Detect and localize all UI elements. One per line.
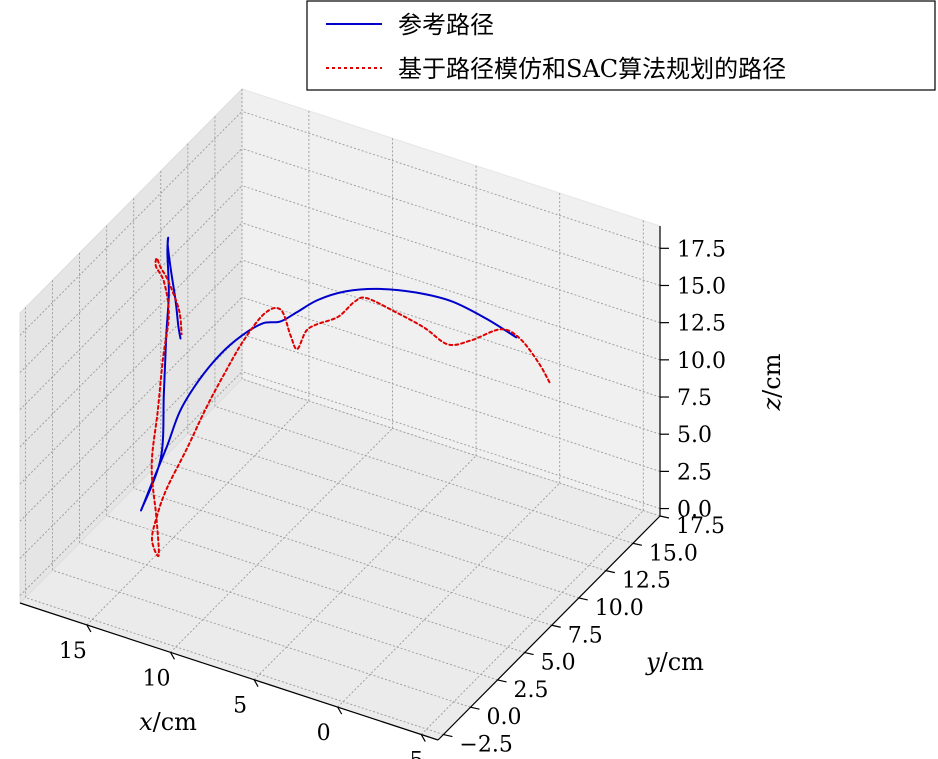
series-lines — [140, 236, 551, 558]
grid-z-leftwall — [19, 110, 243, 336]
grid-y-floor — [106, 515, 525, 654]
grid-z-leftwall — [19, 296, 243, 522]
grid-z-backwall — [241, 259, 661, 398]
grid-z-leftwall — [19, 185, 243, 410]
grid-y-floor — [133, 487, 552, 626]
x-tick — [86, 624, 92, 633]
axes-panes — [19, 87, 661, 741]
x-tick-label: 10 — [142, 666, 170, 691]
z-axis-label: z/cm — [758, 353, 786, 411]
y-axis-label: y/cm — [645, 648, 704, 676]
y-tick-label: 17.5 — [676, 514, 725, 539]
grid-z-leftwall — [19, 148, 243, 373]
grid-x-floor — [253, 455, 477, 681]
y-tick-label: 12.5 — [622, 569, 671, 594]
z-tick-label: 2.5 — [677, 460, 712, 485]
x-tick-label: 0 — [317, 721, 331, 746]
grid-z-backwall — [241, 296, 661, 435]
x-tick-label: 15 — [59, 639, 87, 664]
legend-label-reference: 参考路径 — [398, 11, 494, 39]
x-tick — [253, 679, 259, 688]
x-tick — [169, 652, 176, 660]
y-tick — [443, 733, 453, 738]
y-tick-label: 15.0 — [649, 541, 698, 566]
grid-x-floor — [86, 400, 310, 626]
axis-lines — [19, 226, 661, 741]
grid-z-leftwall — [19, 222, 243, 448]
grid-z-backwall — [241, 222, 661, 361]
y-tick-label: 2.5 — [514, 678, 549, 703]
x-axis-line — [19, 602, 439, 741]
grid-y-floor — [52, 569, 471, 708]
y-tick — [659, 515, 670, 519]
y-tick — [551, 624, 561, 628]
y-tick — [605, 570, 615, 574]
grid-y-floor — [79, 542, 498, 681]
grid-y-floor — [187, 433, 606, 572]
legend-label-sac: 基于路径模仿和SAC算法规划的路径 — [398, 55, 786, 83]
legend-box — [306, 0, 936, 91]
z-tick-label: 7.5 — [677, 386, 712, 411]
grid-z-leftwall — [19, 259, 243, 485]
x-tick — [337, 706, 343, 715]
grid-z-backwall — [241, 371, 661, 509]
legend: 参考路径 基于路径模仿和SAC算法规划的路径 — [306, 0, 936, 91]
x-tick — [420, 734, 426, 742]
grid-y-floor — [214, 405, 634, 544]
grid-z-backwall — [241, 185, 661, 324]
z-tick-label: 15.0 — [677, 274, 726, 299]
grid-x-floor — [337, 482, 560, 708]
z-tick-label: 5.0 — [677, 423, 712, 448]
x-tick-label: −5 — [391, 749, 423, 759]
series-sac-path — [150, 257, 551, 558]
z-tick-label: 12.5 — [677, 312, 726, 337]
y-tick — [578, 597, 588, 601]
series-reference-path — [140, 236, 518, 512]
z-tick-label: 0.0 — [677, 498, 712, 523]
x-tick-label: 5 — [233, 694, 247, 719]
y-tick — [632, 542, 643, 546]
grid-z-backwall — [241, 110, 661, 249]
y-tick-label: 10.0 — [595, 596, 644, 621]
grid-y-floor — [160, 460, 579, 599]
y-tick-label: −2.5 — [459, 733, 512, 758]
tick-labels: −5051015−2.50.02.55.07.510.012.515.017.5… — [59, 237, 726, 759]
y-tick — [524, 651, 534, 656]
grid-x-floor — [420, 510, 644, 735]
grid-y-floor — [25, 597, 444, 735]
y-tick — [497, 679, 507, 683]
grid-z-leftwall — [19, 371, 243, 596]
x-axis-label: x/cm — [139, 708, 197, 736]
grid-y-floor — [241, 378, 661, 517]
y-tick — [470, 706, 480, 710]
grid-z-backwall — [241, 333, 661, 472]
y-tick-label: 0.0 — [486, 705, 521, 730]
grid-z-leftwall — [19, 334, 243, 559]
y-tick-label: 7.5 — [568, 623, 603, 648]
y-axis-line — [437, 515, 661, 741]
grid-x-floor — [170, 428, 393, 653]
grid-z-backwall — [241, 148, 661, 286]
z-tick-label: 17.5 — [677, 237, 726, 262]
tick-marks — [86, 247, 670, 742]
z-tick-label: 10.0 — [677, 349, 726, 374]
gridlines — [19, 89, 661, 735]
y-tick-label: 5.0 — [541, 651, 576, 676]
